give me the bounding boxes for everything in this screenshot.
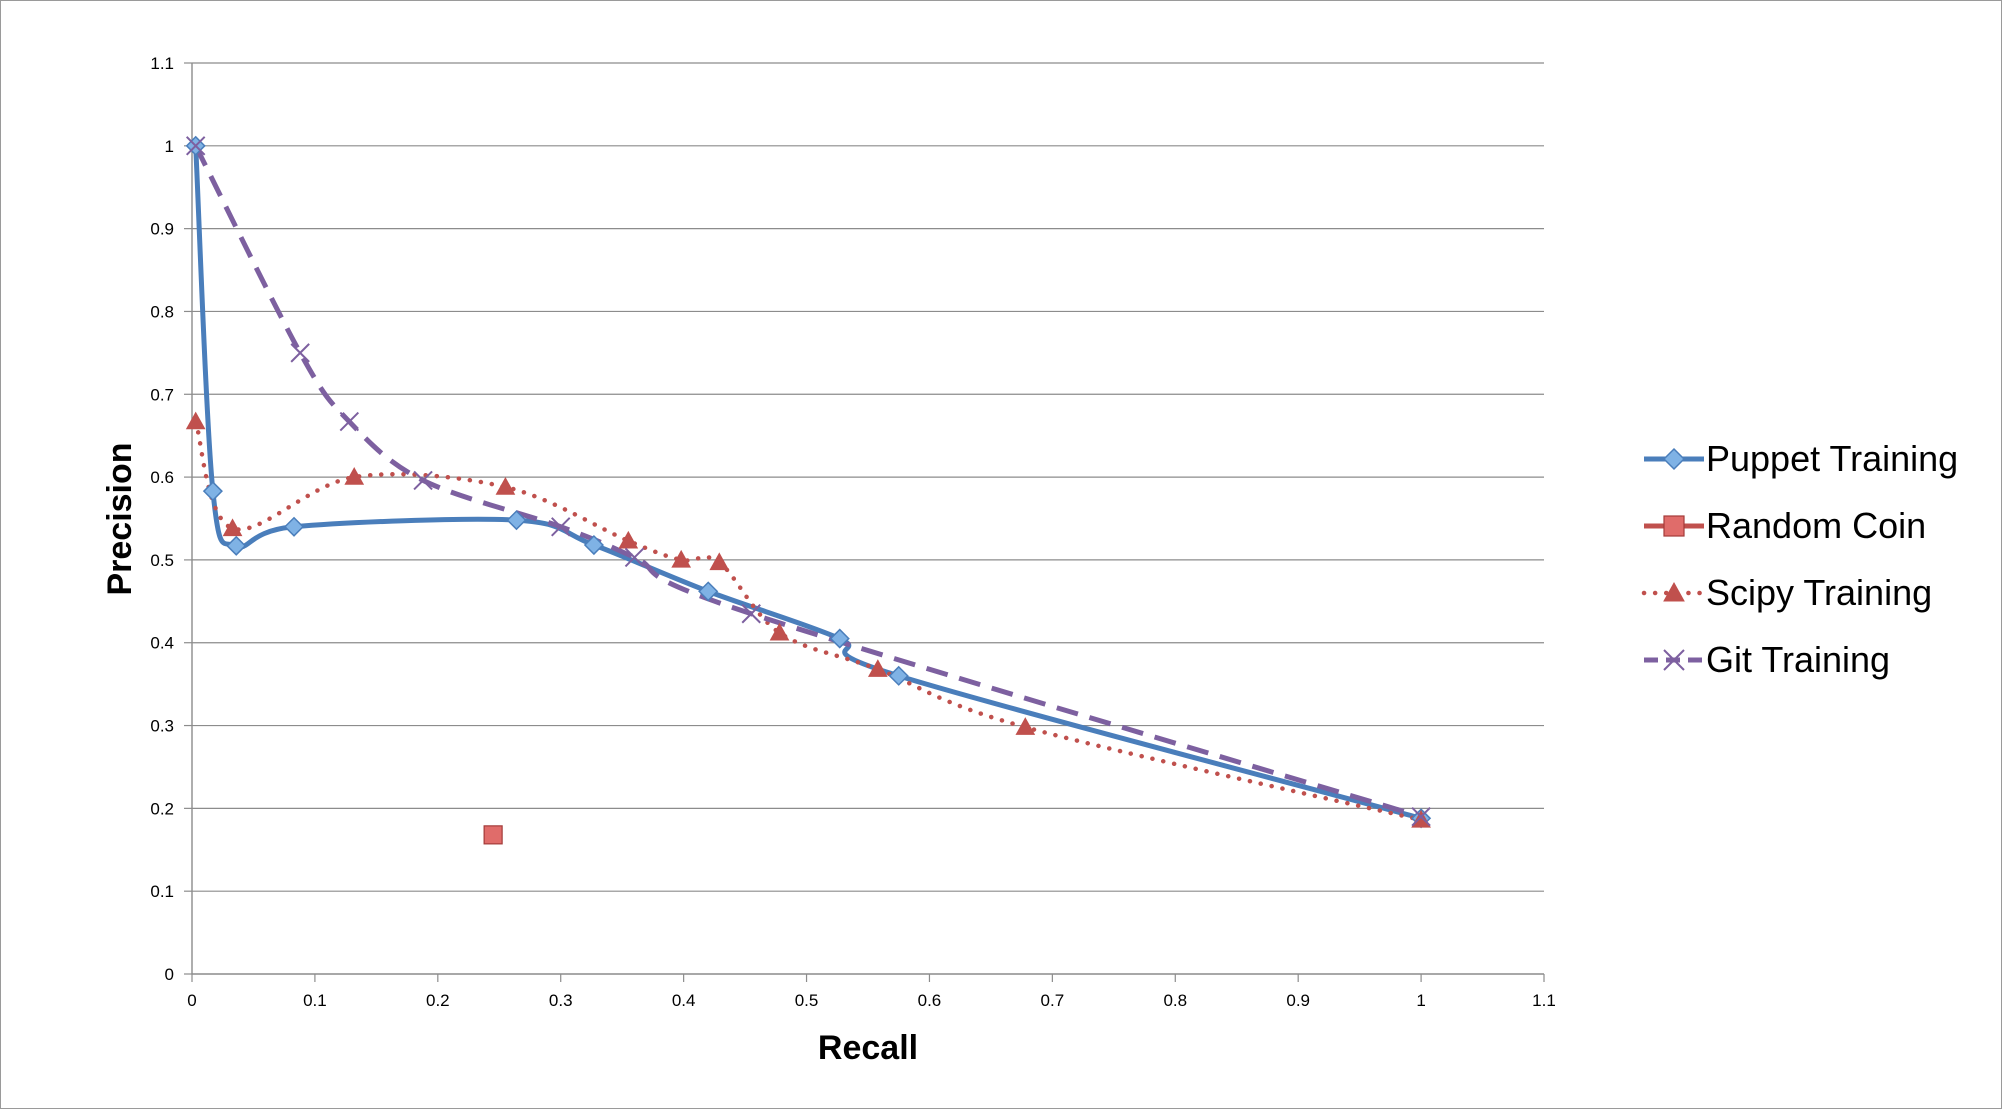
x-tick-label: 0.2 bbox=[426, 991, 450, 1010]
tick-labels: 0 0.1 0.2 0.3 0.4 0.5 0.6 0.7 0.8 0.9 1 1.1 0 0.1 0.2 0… bbox=[150, 54, 1555, 1010]
gridlines bbox=[192, 62, 1544, 892]
legend-label: Puppet Training bbox=[1706, 438, 1958, 479]
legend-item-puppet-training: Puppet Training bbox=[1644, 438, 1958, 479]
legend-marker bbox=[1662, 447, 1686, 471]
x-tick-label: 0.6 bbox=[918, 991, 942, 1010]
x-tick-label: 0.1 bbox=[303, 991, 327, 1010]
y-tick-label: 0 bbox=[165, 965, 174, 984]
x-tick-label: 0.4 bbox=[672, 991, 696, 1010]
x-tick-label: 0.3 bbox=[549, 991, 573, 1010]
puppet-training-point bbox=[506, 510, 527, 531]
legend-marker bbox=[1663, 515, 1685, 537]
git-training-point bbox=[624, 547, 645, 568]
x-tick-label: 1 bbox=[1416, 991, 1425, 1010]
scipy-training-point bbox=[709, 552, 730, 571]
scipy-training-point bbox=[222, 518, 243, 537]
git-training-point bbox=[741, 604, 761, 624]
legend-label: Git Training bbox=[1706, 639, 1890, 680]
puppet-training-point bbox=[283, 516, 305, 537]
y-tick-label: 0.4 bbox=[150, 634, 174, 653]
scipy-training-point bbox=[618, 530, 639, 549]
legend-label: Random Coin bbox=[1706, 505, 1926, 546]
series-lines bbox=[193, 144, 1424, 823]
legend-marker bbox=[1663, 649, 1685, 671]
git-training-point bbox=[185, 136, 206, 156]
x-tick-label: 0.5 bbox=[795, 991, 819, 1010]
puppet-training-point bbox=[226, 535, 247, 556]
scipy-training-point bbox=[1015, 717, 1036, 735]
puppet-training-point bbox=[202, 481, 223, 502]
puppet-training-point bbox=[583, 534, 604, 556]
y-axis-title: Precision bbox=[101, 442, 139, 595]
legend-item-git-training: Git Training bbox=[1644, 639, 1890, 680]
y-tick-label: 0.6 bbox=[150, 468, 174, 487]
x-tick-label: 0.8 bbox=[1163, 991, 1187, 1010]
series-markers bbox=[185, 135, 1432, 845]
scipy-training-point bbox=[671, 549, 692, 568]
x-axis-title: Recall bbox=[818, 1029, 918, 1067]
legend-marker bbox=[1663, 581, 1685, 602]
git-training-point bbox=[551, 517, 571, 537]
y-tick-label: 0.3 bbox=[150, 717, 174, 736]
x-tick-label: 0.7 bbox=[1041, 991, 1065, 1010]
scipy-training-point bbox=[867, 659, 888, 677]
git-training-point bbox=[339, 411, 360, 432]
y-tick-label: 1 bbox=[165, 137, 174, 156]
legend: Puppet Training Random Coin Scipy Training… bbox=[1641, 438, 1958, 680]
y-tick-label: 0.9 bbox=[150, 220, 174, 239]
scipy-training-point bbox=[344, 467, 365, 485]
random-coin-point bbox=[483, 825, 503, 845]
git-training-point bbox=[1411, 806, 1431, 827]
scipy-training-point bbox=[1411, 809, 1431, 828]
y-tick-label: 0.7 bbox=[150, 385, 174, 404]
x-tick-label: 1.1 bbox=[1532, 991, 1556, 1010]
legend-label: Scipy Training bbox=[1706, 572, 1932, 613]
y-tick-label: 0.8 bbox=[150, 302, 174, 321]
scipy-training-point bbox=[769, 622, 790, 641]
scipy-training-point bbox=[495, 476, 516, 495]
y-tick-label: 0.1 bbox=[150, 882, 174, 901]
y-tick-label: 1.1 bbox=[150, 54, 174, 73]
git-training-point bbox=[413, 470, 433, 491]
puppet-training-point bbox=[698, 581, 719, 602]
y-tick-label: 0.5 bbox=[150, 551, 174, 570]
legend-item-scipy-training: Scipy Training bbox=[1641, 572, 1932, 613]
puppet-training-line bbox=[193, 145, 1422, 821]
puppet-training-point bbox=[829, 628, 850, 649]
puppet-training-point bbox=[888, 665, 909, 686]
x-tick-label: 0 bbox=[187, 991, 196, 1010]
git-training-line bbox=[193, 144, 1422, 820]
scipy-training-point bbox=[185, 411, 206, 430]
axes bbox=[184, 62, 1545, 982]
git-training-point bbox=[290, 343, 310, 363]
y-tick-label: 0.2 bbox=[150, 799, 174, 818]
legend-item-random-coin: Random Coin bbox=[1644, 505, 1926, 546]
x-tick-label: 0.9 bbox=[1286, 991, 1310, 1010]
